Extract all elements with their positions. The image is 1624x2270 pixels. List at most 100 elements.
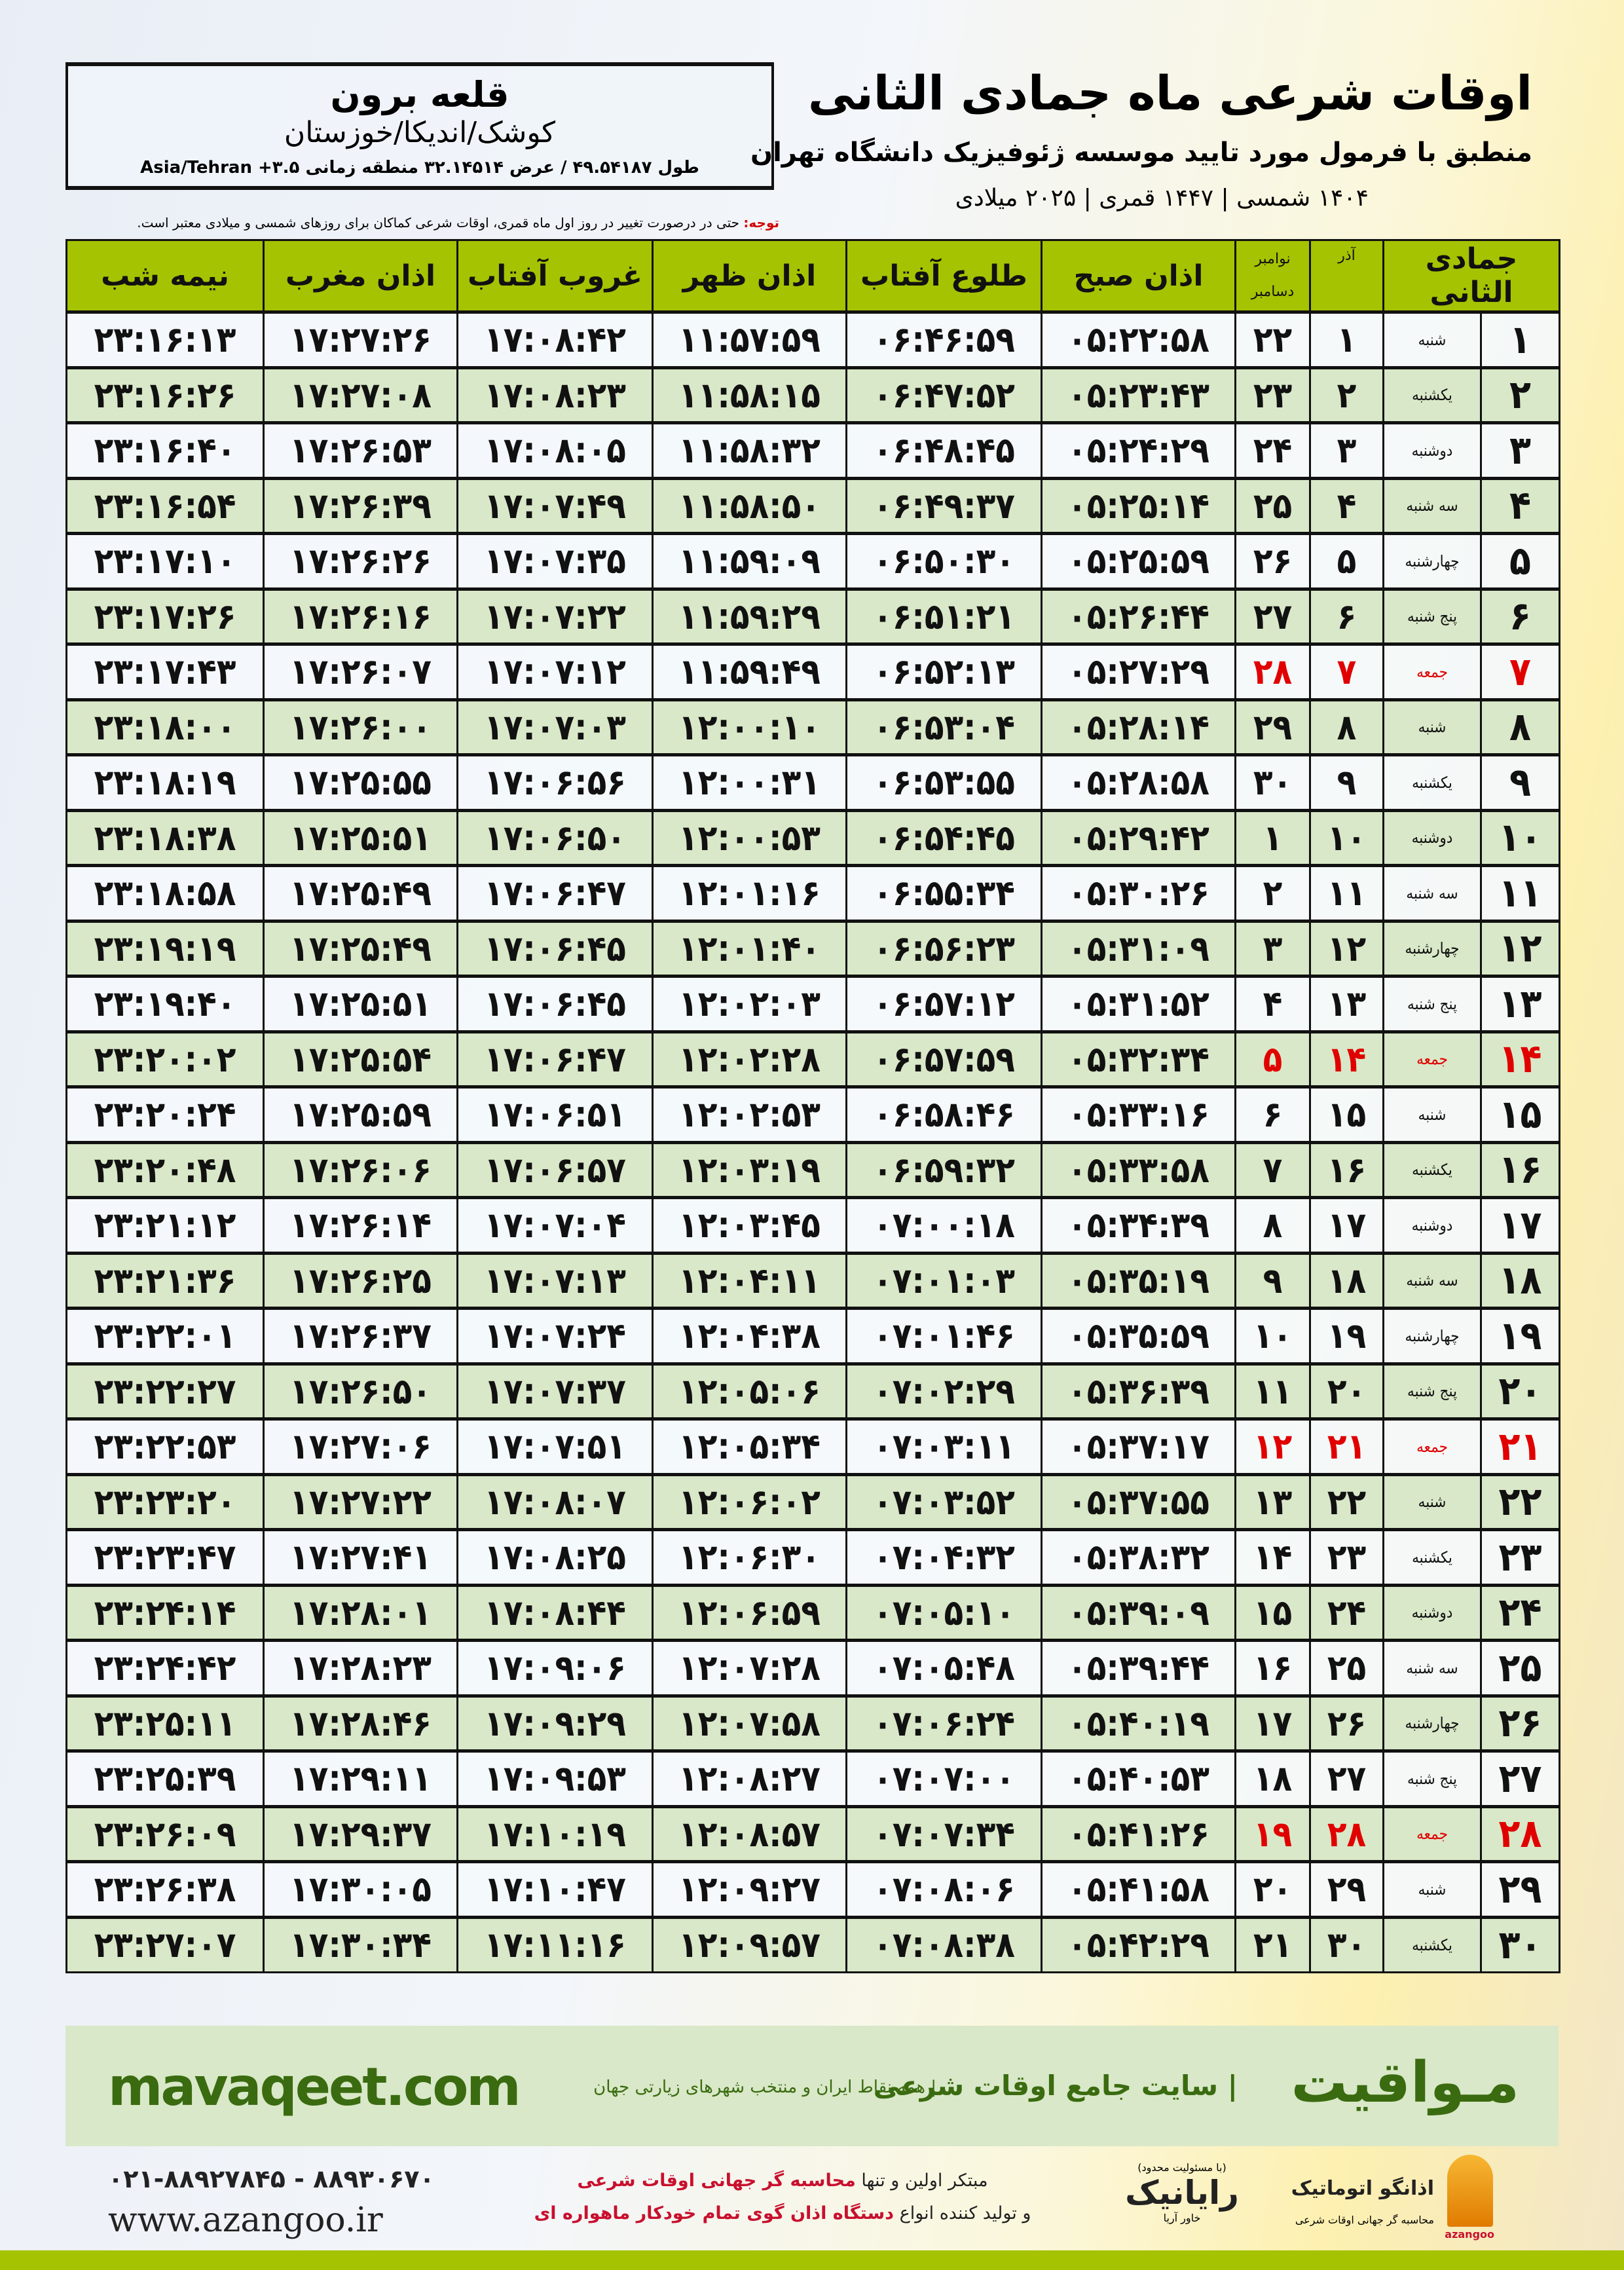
cell-weekday: دوشنبه — [1382, 808, 1483, 866]
cell-midnight: ۲۳:۱۷:۴۳ — [65, 642, 265, 701]
cell-sunset: ۱۷:۰۶:۵۶ — [456, 753, 654, 811]
cell-sunrise: ۰۶:۵۴:۴۵ — [845, 808, 1043, 866]
cell-greg: ۸ — [1234, 1196, 1311, 1254]
cell-midnight: ۲۳:۲۵:۳۹ — [65, 1749, 265, 1808]
cell-maghrib: ۱۷:۲۵:۴۹ — [263, 919, 458, 977]
cell-sunrise: ۰۶:۴۷:۵۲ — [845, 365, 1043, 424]
cell-fajr: ۰۵:۲۶:۴۴ — [1041, 587, 1236, 645]
table-row: ۷ جمعه ۷ ۲۸ ۰۵:۲۷:۲۹ ۰۶:۵۲:۱۳ ۱۱:۵۹:۴۹ ۱۷:۰۷:۱۲… — [65, 642, 1561, 701]
cell-day: ۲۳ — [1480, 1528, 1561, 1586]
location-coordinates: طول ۴۹.۵۴۱۸۷ / عرض ۳۲.۱۴۵۱۴ منطقه زمانی … — [140, 158, 699, 177]
cell-azar: ۲۰ — [1309, 1362, 1384, 1420]
cell-fajr: ۰۵:۳۹:۴۴ — [1041, 1639, 1236, 1697]
cell-dhuhr: ۱۲:۰۷:۵۸ — [652, 1694, 847, 1752]
cell-sunset: ۱۷:۰۶:۴۵ — [456, 919, 654, 977]
cell-greg: ۱۱ — [1234, 1362, 1311, 1420]
azangoo-name: اذانگو اتوماتیک — [1291, 2177, 1434, 2200]
cell-weekday: پنج شنبه — [1382, 1362, 1483, 1420]
mavaqeet-url[interactable]: mavaqeet.com — [108, 2056, 521, 2117]
cell-greg: ۲۸ — [1234, 642, 1311, 701]
table-row: ۶ پنج شنبه ۶ ۲۷ ۰۵:۲۶:۴۴ ۰۶:۵۱:۲۱ ۱۱:۵۹:۲۹ ۱۷:۰… — [65, 587, 1561, 645]
page-title: اوقات شرعی ماه جمادی الثانی — [807, 65, 1532, 121]
header-azar: آذر — [1309, 239, 1384, 313]
cell-dhuhr: ۱۲:۰۲:۰۳ — [652, 975, 847, 1033]
cell-sunset: ۱۷:۰۶:۵۱ — [456, 1085, 654, 1144]
cell-dhuhr: ۱۲:۰۰:۵۳ — [652, 808, 847, 866]
cell-midnight: ۲۳:۱۶:۵۴ — [65, 476, 265, 534]
rayanik-name: رایانیک — [1125, 2174, 1239, 2212]
minaret-icon — [1447, 2155, 1493, 2227]
cell-sunrise: ۰۷:۰۵:۴۸ — [845, 1639, 1043, 1697]
cell-greg: ۲۲ — [1234, 310, 1311, 369]
cell-sunset: ۱۷:۰۶:۴۵ — [456, 975, 654, 1033]
cell-weekday: جمعه — [1382, 1417, 1483, 1476]
header-nov: نوامبر — [1255, 251, 1291, 267]
cell-azar: ۲۷ — [1309, 1749, 1384, 1808]
cell-weekday: شنبه — [1382, 1860, 1483, 1918]
cell-midnight: ۲۳:۱۸:۵۸ — [65, 864, 265, 922]
cell-maghrib: ۱۷:۲۷:۴۱ — [263, 1528, 458, 1586]
notice: توجه: حتی در درصورت تغییر در روز اول ماه… — [65, 215, 779, 231]
cell-maghrib: ۱۷:۲۵:۵۱ — [263, 808, 458, 866]
cell-maghrib: ۱۷:۲۵:۵۴ — [263, 1030, 458, 1088]
promo-line1-highlight: محاسبه گر جهانی اوقات شرعی — [577, 2170, 856, 2191]
cell-greg: ۲۰ — [1234, 1860, 1311, 1918]
cell-day: ۲۲ — [1480, 1472, 1561, 1531]
cell-maghrib: ۱۷:۲۷:۰۶ — [263, 1417, 458, 1476]
cell-weekday: چهارشنبه — [1382, 532, 1483, 590]
cell-greg: ۲۴ — [1234, 421, 1311, 479]
cell-dhuhr: ۱۲:۰۲:۵۳ — [652, 1085, 847, 1144]
cell-sunset: ۱۷:۰۹:۲۹ — [456, 1694, 654, 1752]
cell-day: ۲۴ — [1480, 1583, 1561, 1641]
table-row: ۳۰ یکشنبه ۳۰ ۲۱ ۰۵:۴۲:۲۹ ۰۷:۰۸:۳۸ ۱۲:۰۹:۵۷ ۱۷:۱… — [65, 1915, 1561, 1973]
cell-dhuhr: ۱۲:۰۷:۲۸ — [652, 1639, 847, 1697]
cell-fajr: ۰۵:۴۲:۲۹ — [1041, 1915, 1236, 1973]
table-row: ۱۰ دوشنبه ۱۰ ۱ ۰۵:۲۹:۴۲ ۰۶:۵۴:۴۵ ۱۲:۰۰:۵۳ ۱۷:۰۶… — [65, 808, 1561, 866]
cell-sunset: ۱۷:۰۸:۲۵ — [456, 1528, 654, 1586]
cell-dhuhr: ۱۲:۰۶:۵۹ — [652, 1583, 847, 1641]
cell-azar: ۲۳ — [1309, 1528, 1384, 1586]
cell-fajr: ۰۵:۲۴:۲۹ — [1041, 421, 1236, 479]
cell-fajr: ۰۵:۳۷:۵۵ — [1041, 1472, 1236, 1531]
cell-dhuhr: ۱۲:۰۱:۱۶ — [652, 864, 847, 922]
cell-dhuhr: ۱۲:۰۶:۳۰ — [652, 1528, 847, 1586]
cell-dhuhr: ۱۲:۰۳:۱۹ — [652, 1140, 847, 1199]
cell-maghrib: ۱۷:۲۶:۰۶ — [263, 1140, 458, 1199]
cell-weekday: یکشنبه — [1382, 1915, 1483, 1973]
azangoo-url[interactable]: www.azangoo.ir — [108, 2201, 383, 2240]
cell-azar: ۱۵ — [1309, 1085, 1384, 1144]
header-sunrise: طلوع آفتاب — [845, 239, 1043, 313]
cell-midnight: ۲۳:۲۷:۰۷ — [65, 1915, 265, 1973]
cell-midnight: ۲۳:۲۶:۰۹ — [65, 1804, 265, 1863]
notice-label: توجه: — [743, 215, 779, 231]
cell-dhuhr: ۱۱:۵۹:۰۹ — [652, 532, 847, 590]
cell-sunset: ۱۷:۰۷:۴۹ — [456, 476, 654, 534]
cell-maghrib: ۱۷:۲۶:۲۶ — [263, 532, 458, 590]
cell-day: ۱۰ — [1480, 808, 1561, 866]
cell-weekday: پنج شنبه — [1382, 975, 1483, 1033]
cell-maghrib: ۱۷:۲۶:۵۳ — [263, 421, 458, 479]
cell-fajr: ۰۵:۲۷:۲۹ — [1041, 642, 1236, 701]
cell-fajr: ۰۵:۲۸:۱۴ — [1041, 698, 1236, 756]
cell-sunset: ۱۷:۰۸:۰۷ — [456, 1472, 654, 1531]
cell-midnight: ۲۳:۱۸:۳۸ — [65, 808, 265, 866]
cell-sunset: ۱۷:۰۸:۴۲ — [456, 310, 654, 369]
cell-fajr: ۰۵:۳۰:۲۶ — [1041, 864, 1236, 922]
cell-fajr: ۰۵:۲۹:۴۲ — [1041, 808, 1236, 866]
cell-fajr: ۰۵:۲۵:۱۴ — [1041, 476, 1236, 534]
header-nov-dec: نوامبر دسامبر — [1234, 239, 1311, 313]
cell-dhuhr: ۱۲:۰۹:۵۷ — [652, 1915, 847, 1973]
cell-sunrise: ۰۶:۵۹:۳۲ — [845, 1140, 1043, 1199]
cell-midnight: ۲۳:۲۲:۲۷ — [65, 1362, 265, 1420]
table-row: ۱۹ چهارشنبه ۱۹ ۱۰ ۰۵:۳۵:۵۹ ۰۷:۰۱:۴۶ ۱۲:۰۴:۳۸ ۱۷… — [65, 1307, 1561, 1365]
cell-weekday: دوشنبه — [1382, 1583, 1483, 1641]
promo-line1: مبتکر اولین و تنها — [855, 2170, 988, 2191]
cell-maghrib: ۱۷:۲۶:۱۴ — [263, 1196, 458, 1254]
cell-sunset: ۱۷:۰۹:۵۳ — [456, 1749, 654, 1808]
table-row: ۲۳ یکشنبه ۲۳ ۱۴ ۰۵:۳۸:۳۲ ۰۷:۰۴:۳۲ ۱۲:۰۶:۳۰ ۱۷:۰… — [65, 1528, 1561, 1586]
cell-day: ۲۵ — [1480, 1639, 1561, 1697]
table-row: ۲۸ جمعه ۲۸ ۱۹ ۰۵:۴۱:۲۶ ۰۷:۰۷:۳۴ ۱۲:۰۸:۵۷ ۱۷:۱۰:… — [65, 1804, 1561, 1863]
cell-greg: ۳۰ — [1234, 753, 1311, 811]
bottom-strip — [0, 2250, 1624, 2270]
table-row: ۲۷ پنج شنبه ۲۷ ۱۸ ۰۵:۴۰:۵۳ ۰۷:۰۷:۰۰ ۱۲:۰۸:۲۷ ۱۷… — [65, 1749, 1561, 1808]
